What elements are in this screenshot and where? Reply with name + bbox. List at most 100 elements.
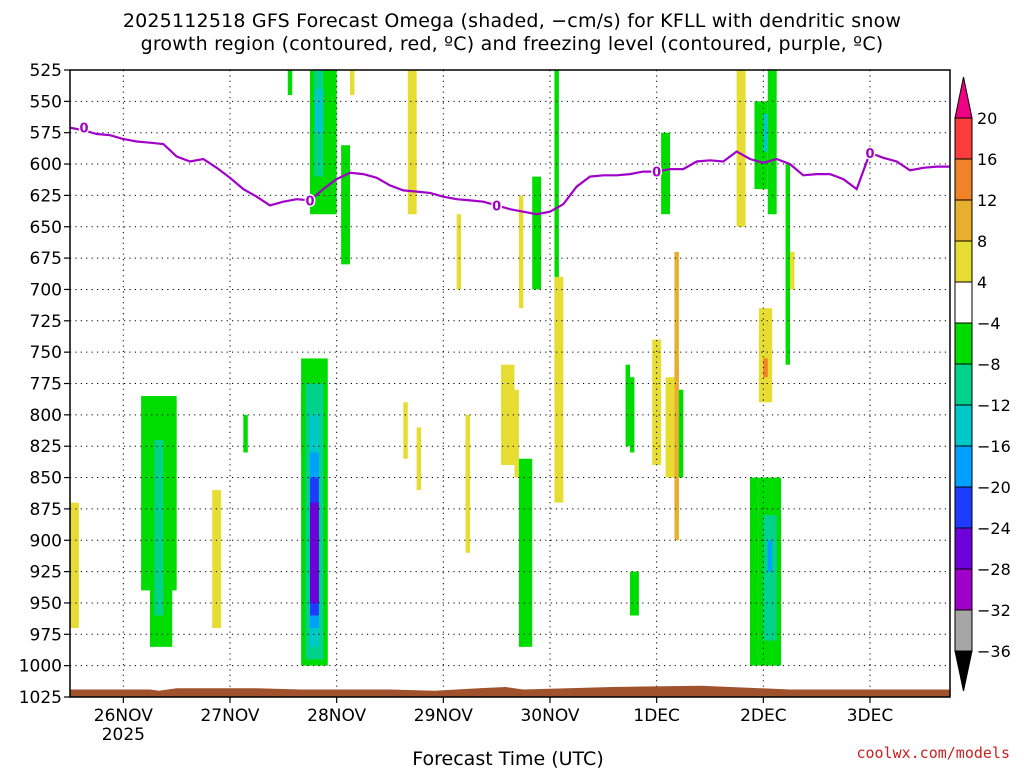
x-tick-label-1: 27NOV [200,706,259,726]
omega-cell-33 [630,571,639,616]
omega-cell-46 [763,358,768,378]
y-tick-label-19: 1000 [19,657,62,677]
omega-cell-19 [407,70,417,215]
colorbar-segment-8 [954,281,973,324]
colorbar-label-7: −8 [977,355,1001,374]
omega-cell-43 [767,70,777,215]
omega-cell-28 [518,195,524,309]
y-tick-label-13: 850 [30,469,62,489]
omega-cell-30 [554,276,564,503]
omega-cell-5 [243,414,248,453]
y-tick-label-7: 700 [30,280,62,300]
y-tick-label-8: 725 [30,312,62,332]
omega-cell-38 [674,364,679,516]
colorbar-label-5: −16 [977,437,1011,456]
y-tick-label-4: 625 [30,186,62,206]
y-tick-label-18: 975 [30,625,62,645]
colorbar-label-11: 12 [977,191,997,210]
colorbar-arrow-bottom [954,650,973,692]
omega-cell-44 [763,113,768,152]
colorbar-label-13: 20 [977,109,997,128]
y-tick-label-3: 600 [30,155,62,175]
colorbar-segment-7 [954,322,973,365]
colorbar-label-2: −28 [977,560,1011,579]
y-tick-label-16: 925 [30,563,62,583]
omega-cell-34 [652,339,662,466]
omega-cell-10 [314,88,324,133]
colorbar-label-3: −24 [977,519,1011,538]
omega-cell-31 [625,364,630,447]
omega-cell-49 [767,540,773,572]
freezing-level-label-4: 0 [865,147,874,162]
y-tick-label-1: 550 [30,92,62,112]
omega-cell-36 [665,377,675,478]
y-tick-label-6: 675 [30,249,62,269]
colorbar-segment-10 [954,199,973,242]
omega-cell-3 [154,439,164,616]
freezing-level-label-3: 0 [652,166,661,181]
colorbar-segment-1 [954,568,973,611]
y-tick-label-0: 525 [30,61,62,81]
y-tick-label-20: 1025 [19,688,62,708]
y-tick-label-10: 775 [30,375,62,395]
omega-cell-25 [514,389,519,478]
x-tick-label-3: 29NOV [414,706,473,726]
omega-cell-41 [750,477,759,666]
colorbar-segment-0 [954,609,973,652]
x-tick-label-6: 2DEC [740,706,787,726]
freezing-level-label-0: 0 [79,122,88,137]
omega-cell-29 [554,70,559,390]
omega-cell-51 [790,251,795,290]
omega-cell-50 [785,164,790,365]
x-tick-label-2: 28NOV [307,706,366,726]
omega-cell-16 [310,502,319,603]
chart-title-line-2: growth region (contoured, red, ºC) and f… [140,33,884,55]
omega-cell-40 [736,70,746,227]
y-tick-label-5: 650 [30,218,62,238]
colorbar-label-12: 16 [977,150,997,169]
x-tick-label-0: 26NOV [94,706,153,726]
surface-terrain [70,685,950,697]
colorbar-segment-11 [954,158,973,201]
y-tick-label-12: 825 [30,437,62,457]
x-tick-year-label: 2025 [102,725,145,745]
omega-cell-48 [763,515,777,641]
omega-cell-23 [465,414,470,553]
colorbar-segment-6 [954,363,973,406]
colorbar-segment-3 [954,486,973,529]
y-tick-label-2: 575 [30,124,62,144]
omega-cell-20 [403,402,408,459]
colorbar-segment-9 [954,240,973,283]
y-tick-label-14: 875 [30,500,62,520]
omega-cell-21 [416,427,422,491]
colorbar-arrow-top [954,76,973,119]
omega-cell-0 [70,502,79,629]
x-axis-label: Forecast Time (UTC) [412,748,603,768]
colorbar-segment-4 [954,445,973,488]
omega-cell-45 [758,308,773,403]
omega-cell-4 [212,490,222,629]
omega-cell-27 [532,176,542,290]
colorbar-label-4: −20 [977,478,1011,497]
colorbar-label-9: 4 [977,273,987,292]
freezing-level-line [70,126,950,216]
omega-cell-39 [678,389,684,478]
y-tick-label-15: 900 [30,531,62,551]
x-tick-label-4: 30NOV [520,706,579,726]
omega-cell-22 [456,214,462,290]
y-tick-label-9: 750 [30,343,62,363]
colorbar-label-10: 8 [977,232,987,251]
x-tick-label-7: 3DEC [847,706,894,726]
y-tick-label-17: 950 [30,594,62,614]
credit-text: coolwx.com/models [856,744,1010,762]
chart-title-line-1: 2025112518 GFS Forecast Omega (shaded, −… [122,10,902,32]
omega-cell-35 [661,132,670,215]
colorbar-label-8: −4 [977,314,1001,333]
colorbar-segment-2 [954,527,973,570]
omega-cell-17 [341,145,350,265]
freezing-level-label-2: 0 [492,199,501,214]
colorbar-label-1: −32 [977,601,1011,620]
colorbar-segment-5 [954,404,973,447]
omega-cell-18 [350,70,355,96]
